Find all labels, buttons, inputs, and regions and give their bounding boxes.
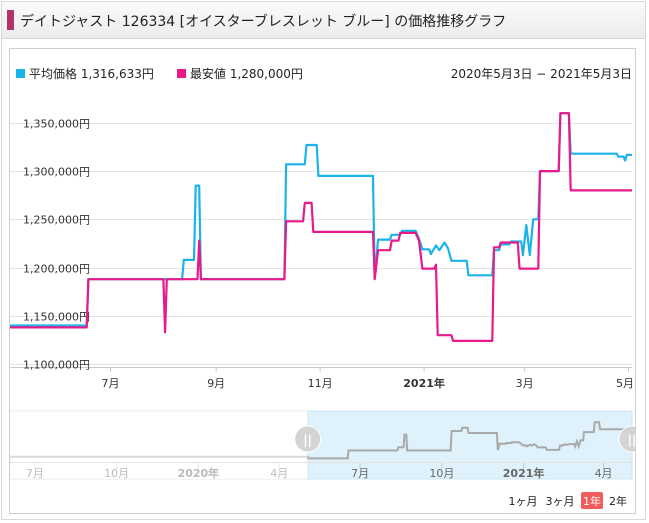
range-button-bg[interactable]	[607, 492, 629, 509]
range-button[interactable]: 1ヶ月	[507, 492, 539, 509]
range-button[interactable]: 3ヶ月	[543, 492, 577, 509]
legend-swatch-avg[interactable]	[16, 69, 25, 78]
navigator-series-line	[10, 421, 632, 460]
x-tick-label: 3月	[516, 377, 534, 390]
x-tick-label: 2021年	[403, 376, 445, 390]
range-selector: 1ヶ月 3ヶ月 1年 2年	[507, 492, 629, 509]
title-accent-bar	[7, 10, 14, 30]
range-button-bg[interactable]	[543, 492, 577, 509]
legend-label-min[interactable]: 最安値 1,280,000円	[190, 66, 303, 81]
y-tick-label: 1,300,000円	[23, 166, 90, 179]
title-bar: デイトジャスト 126334 [オイスターブレスレット ブルー] の価格推移グラ…	[2, 2, 645, 39]
legend: 平均価格 1,316,633円 最安値 1,280,000円 2020年5月3日…	[16, 66, 632, 81]
y-tick-label: 1,250,000円	[23, 214, 90, 227]
range-button-label[interactable]: 1ヶ月	[509, 495, 538, 508]
navigator-mask-left	[10, 411, 308, 479]
navigator-label: 10月	[429, 467, 454, 480]
y-tick-label: 1,150,000円	[23, 311, 90, 324]
x-tick-label: 11月	[308, 377, 333, 390]
price-chart-svg: 平均価格 1,316,633円 最安値 1,280,000円 2020年5月3日…	[9, 66, 646, 509]
range-button-label[interactable]: 3ヶ月	[546, 495, 575, 508]
x-axis: 7月 9月 11月 2021年 3月 5月	[102, 367, 634, 390]
range-button-label[interactable]: 2年	[609, 494, 627, 508]
navigator-handle-left-knob[interactable]	[294, 425, 322, 453]
range-button[interactable]: 1年	[581, 492, 603, 509]
range-button[interactable]: 2年	[607, 492, 629, 509]
navigator-label: 4月	[595, 467, 613, 480]
page-title: デイトジャスト 126334 [オイスターブレスレット ブルー] の価格推移グラ…	[20, 14, 507, 30]
y-axis: 1,100,000円 1,150,000円 1,200,000円 1,250,000円…	[23, 118, 90, 372]
x-tick-label: 7月	[102, 377, 120, 390]
range-button-label[interactable]: 1年	[583, 494, 601, 508]
x-tick-label: 5月	[616, 377, 634, 390]
range-button-bg[interactable]	[581, 492, 603, 509]
y-tick-label: 1,200,000円	[23, 263, 90, 276]
navigator-label: 7月	[351, 467, 369, 480]
navigator[interactable]: 7月10月2020年4月7月10月2021年4月||||	[9, 410, 646, 480]
legend-label-avg[interactable]: 平均価格 1,316,633円	[29, 66, 154, 81]
drag-grip-icon: ||	[628, 433, 635, 447]
drag-grip-icon: ||	[303, 433, 312, 447]
x-tick-label: 9月	[207, 377, 225, 390]
range-button-bg[interactable]	[507, 492, 539, 509]
navigator-label: 2021年	[503, 466, 545, 480]
navigator-handle-left[interactable]: ||	[294, 425, 322, 453]
legend-swatch-min[interactable]	[177, 69, 186, 78]
y-tick-label: 1,100,000円	[23, 359, 90, 372]
series-line-min[interactable]	[10, 112, 632, 342]
date-range-label: 2020年5月3日 − 2021年5月3日	[451, 67, 632, 81]
y-tick-label: 1,350,000円	[23, 118, 90, 131]
grid	[10, 123, 632, 368]
price-chart: 平均価格 1,316,633円 最安値 1,280,000円 2020年5月3日…	[9, 48, 646, 514]
series-lines	[10, 112, 633, 342]
